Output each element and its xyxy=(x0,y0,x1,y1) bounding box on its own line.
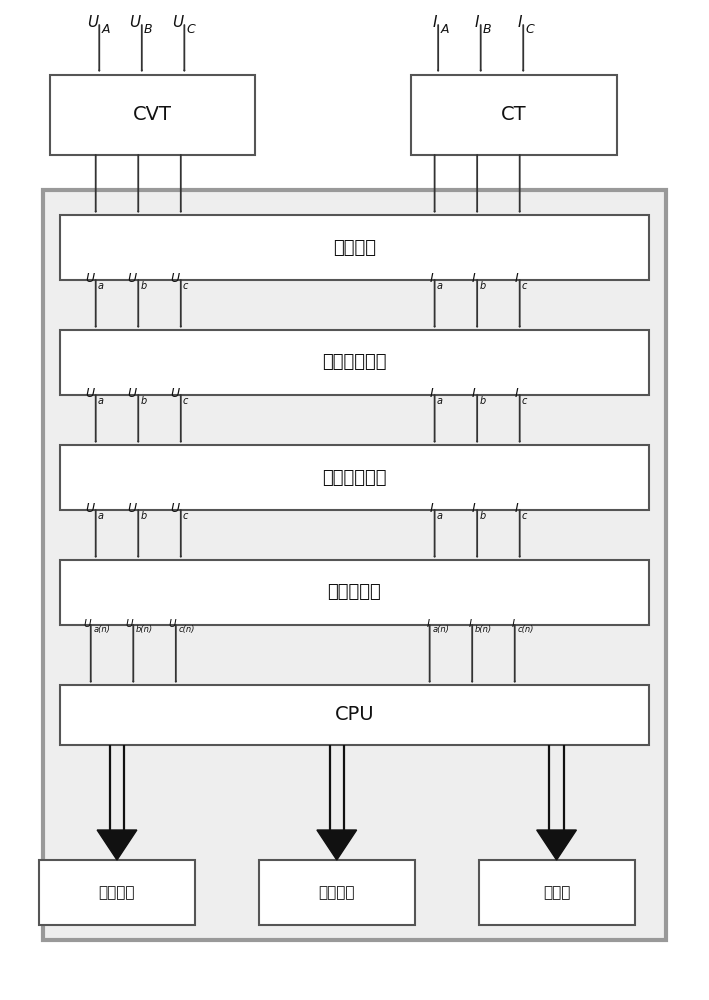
Text: U: U xyxy=(128,387,137,400)
Text: U: U xyxy=(168,619,176,629)
Text: c: c xyxy=(522,396,527,406)
Bar xyxy=(60,215,649,280)
Text: c: c xyxy=(183,281,189,291)
Text: c(n): c(n) xyxy=(518,625,534,634)
Bar xyxy=(60,330,649,395)
Text: b: b xyxy=(140,511,147,521)
Text: 通讯端口: 通讯端口 xyxy=(99,885,135,900)
Bar xyxy=(259,860,415,925)
Text: U: U xyxy=(170,272,179,285)
Bar xyxy=(60,445,649,510)
Text: I: I xyxy=(432,15,437,30)
Bar xyxy=(411,75,617,155)
Text: U: U xyxy=(129,15,140,30)
Text: CPU: CPU xyxy=(335,706,374,724)
Text: b: b xyxy=(479,396,486,406)
Text: U: U xyxy=(128,272,137,285)
Text: a: a xyxy=(98,511,104,521)
Text: CT: CT xyxy=(501,105,527,124)
Text: b: b xyxy=(479,281,486,291)
Text: 抗混叠滤波器: 抗混叠滤波器 xyxy=(323,468,386,487)
Text: I: I xyxy=(518,15,522,30)
Text: U: U xyxy=(172,15,183,30)
Text: a: a xyxy=(98,281,104,291)
Text: a(n): a(n) xyxy=(432,625,450,634)
Text: I: I xyxy=(475,15,479,30)
Text: I: I xyxy=(469,619,472,629)
Text: I: I xyxy=(430,387,433,400)
Text: C: C xyxy=(525,23,534,36)
Text: b: b xyxy=(140,281,147,291)
Text: I: I xyxy=(472,387,476,400)
Text: 输出端口: 输出端口 xyxy=(318,885,355,900)
Text: b(n): b(n) xyxy=(475,625,492,634)
Bar xyxy=(479,860,635,925)
Text: I: I xyxy=(472,502,476,515)
Text: c(n): c(n) xyxy=(179,625,195,634)
Text: U: U xyxy=(170,387,179,400)
Text: B: B xyxy=(483,23,491,36)
Text: c: c xyxy=(522,281,527,291)
Text: U: U xyxy=(170,502,179,515)
Text: A: A xyxy=(101,23,110,36)
Text: I: I xyxy=(472,272,476,285)
Bar xyxy=(39,860,195,925)
Text: b: b xyxy=(140,396,147,406)
Bar xyxy=(50,75,255,155)
Text: I: I xyxy=(515,502,518,515)
Text: I: I xyxy=(512,619,515,629)
Text: I: I xyxy=(430,272,433,285)
Text: U: U xyxy=(85,272,94,285)
Text: c: c xyxy=(183,396,189,406)
Text: a: a xyxy=(437,511,442,521)
Text: I: I xyxy=(430,502,433,515)
Polygon shape xyxy=(317,830,357,860)
Text: 输入端口: 输入端口 xyxy=(333,238,376,256)
Text: U: U xyxy=(85,387,94,400)
Text: a: a xyxy=(437,281,442,291)
Text: 显示屏: 显示屏 xyxy=(543,885,570,900)
Polygon shape xyxy=(537,830,576,860)
Text: A: A xyxy=(440,23,449,36)
Text: a: a xyxy=(437,396,442,406)
Text: C: C xyxy=(186,23,195,36)
Text: I: I xyxy=(515,387,518,400)
Polygon shape xyxy=(97,830,137,860)
Text: B: B xyxy=(144,23,152,36)
Text: U: U xyxy=(85,502,94,515)
Text: U: U xyxy=(128,502,137,515)
Text: I: I xyxy=(427,619,430,629)
Text: 信号调理电路: 信号调理电路 xyxy=(323,354,386,371)
Text: c: c xyxy=(522,511,527,521)
Text: a(n): a(n) xyxy=(94,625,111,634)
Text: b(n): b(n) xyxy=(136,625,153,634)
Bar xyxy=(60,560,649,625)
Text: U: U xyxy=(86,15,98,30)
Text: b: b xyxy=(479,511,486,521)
Bar xyxy=(43,190,666,940)
Text: U: U xyxy=(125,619,133,629)
Text: c: c xyxy=(183,511,189,521)
Text: 数据采集卡: 数据采集卡 xyxy=(328,584,381,601)
Text: I: I xyxy=(515,272,518,285)
Text: CVT: CVT xyxy=(133,105,172,124)
Text: U: U xyxy=(83,619,91,629)
Text: a: a xyxy=(98,396,104,406)
Bar xyxy=(60,685,649,745)
